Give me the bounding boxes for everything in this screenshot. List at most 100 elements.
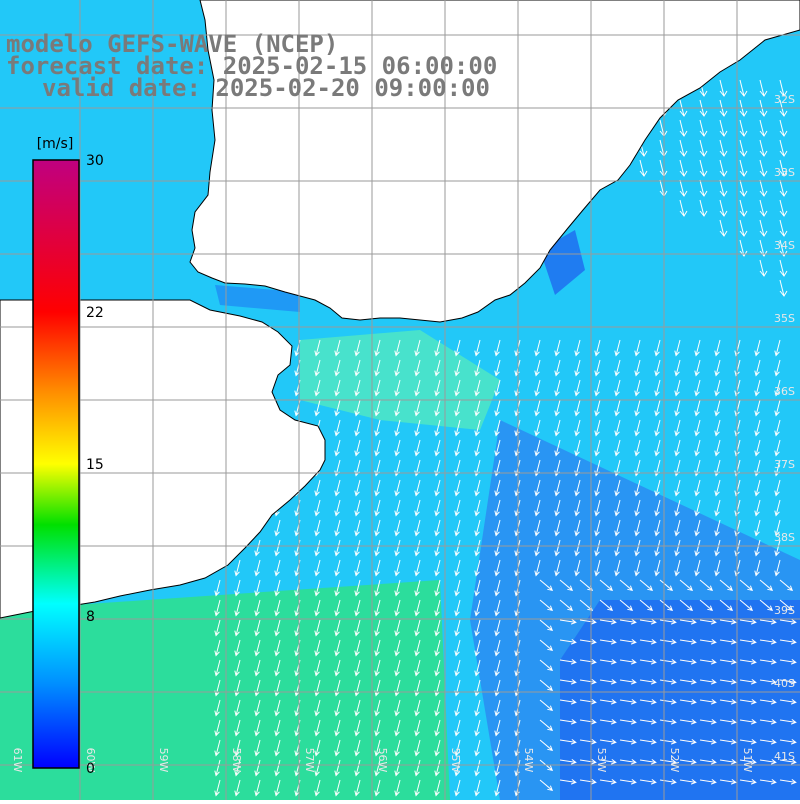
wind-arrow	[414, 399, 421, 417]
wind-arrow	[494, 399, 501, 417]
wind-arrow	[314, 659, 321, 677]
wind-arrow	[434, 419, 441, 437]
wind-arrow	[759, 778, 777, 785]
wind-arrow	[454, 579, 461, 597]
wind-arrow	[454, 479, 461, 497]
lat-label: 39S	[774, 604, 795, 617]
wind-arrow	[474, 719, 481, 737]
wind-arrow	[374, 699, 381, 717]
wind-arrow	[699, 738, 717, 745]
wind-arrow	[454, 399, 461, 417]
wind-arrow	[434, 639, 441, 657]
wind-arrow	[214, 699, 221, 717]
wind-arrow	[539, 579, 554, 591]
wind-arrow	[234, 779, 241, 797]
wind-arrow	[254, 599, 261, 617]
wind-arrow	[639, 579, 654, 591]
land-argentina	[0, 299, 326, 619]
wind-arrow	[599, 778, 617, 785]
wind-arrow	[719, 79, 728, 97]
wind-arrow	[574, 559, 581, 577]
lon-label: 56W	[376, 748, 389, 773]
title-forecast-date: forecast date: 2025-02-15 06:00:00	[6, 52, 498, 80]
wind-arrow	[414, 659, 421, 677]
wind-arrow	[679, 698, 697, 705]
wind-arrow	[414, 559, 421, 577]
land-masses	[0, 0, 800, 619]
wind-arrow	[354, 439, 361, 457]
wind-arrow	[454, 339, 461, 357]
wind-arrow	[699, 618, 717, 625]
wind-arrow	[274, 759, 281, 777]
wind-arrow	[214, 619, 221, 637]
wind-arrow	[414, 519, 421, 537]
wind-arrow	[414, 579, 421, 597]
wind-arrow	[494, 759, 501, 777]
wind-arrow	[559, 718, 577, 725]
wind-arrow	[274, 599, 281, 617]
wind-arrow	[314, 499, 321, 517]
wind-arrow	[474, 779, 481, 797]
wind-arrow	[414, 339, 421, 357]
wind-arrow	[759, 738, 777, 745]
wind-arrow	[374, 779, 381, 797]
wind-arrow	[334, 659, 341, 677]
lon-label: 60W	[84, 748, 97, 773]
wind-arrow	[354, 779, 361, 797]
wind-arrow	[354, 719, 361, 737]
wind-arrow	[534, 359, 541, 377]
wind-arrow	[434, 359, 441, 377]
wind-arrow	[754, 499, 761, 517]
wind-arrow	[694, 339, 701, 357]
wind-arrow	[759, 618, 777, 625]
wind-arrow	[254, 659, 261, 677]
wind-arrow	[754, 419, 761, 437]
wind-arrow	[434, 719, 441, 737]
wind-arrow	[714, 359, 721, 377]
wind-arrow	[454, 539, 461, 557]
wind-arrow	[739, 119, 748, 137]
wind-arrow	[374, 719, 381, 737]
wind-arrow	[579, 658, 597, 665]
wind-arrow	[739, 718, 757, 725]
wind-arrow	[779, 159, 788, 177]
wind-arrow	[694, 539, 701, 557]
wind-arrow	[334, 619, 341, 637]
wind-arrow	[759, 579, 774, 591]
wind-arrow	[274, 639, 281, 657]
wind-arrow	[679, 599, 694, 611]
wind-arrow	[534, 419, 541, 437]
wind-arrow	[234, 599, 241, 617]
wind-arrow	[314, 539, 321, 557]
wind-arrow	[779, 599, 794, 611]
wind-arrow	[659, 579, 674, 591]
wind-arrow	[374, 499, 381, 517]
wind-arrow	[539, 679, 554, 691]
wind-arrow	[774, 439, 781, 457]
wind-arrow	[474, 619, 481, 637]
wind-arrow	[434, 339, 441, 357]
wind-arrow	[474, 419, 481, 437]
wind-arrow	[474, 479, 481, 497]
wind-arrow	[679, 119, 688, 137]
wind-arrow	[579, 678, 597, 685]
wind-arrow	[599, 579, 614, 591]
wind-arrow	[314, 399, 321, 417]
wind-arrow	[534, 379, 541, 397]
wind-arrow	[414, 499, 421, 517]
wind-arrow	[754, 399, 761, 417]
wind-arrow	[674, 559, 681, 577]
wind-arrow	[654, 379, 661, 397]
wind-arrow	[614, 539, 621, 557]
wind-arrow	[274, 619, 281, 637]
wind-arrow	[474, 539, 481, 557]
wind-arrow	[314, 619, 321, 637]
wind-arrow	[414, 779, 421, 797]
lon-label: 51W	[741, 748, 754, 773]
wind-arrow	[434, 539, 441, 557]
wind-arrow	[574, 359, 581, 377]
wind-arrow	[719, 778, 737, 785]
wind-arrow	[374, 619, 381, 637]
